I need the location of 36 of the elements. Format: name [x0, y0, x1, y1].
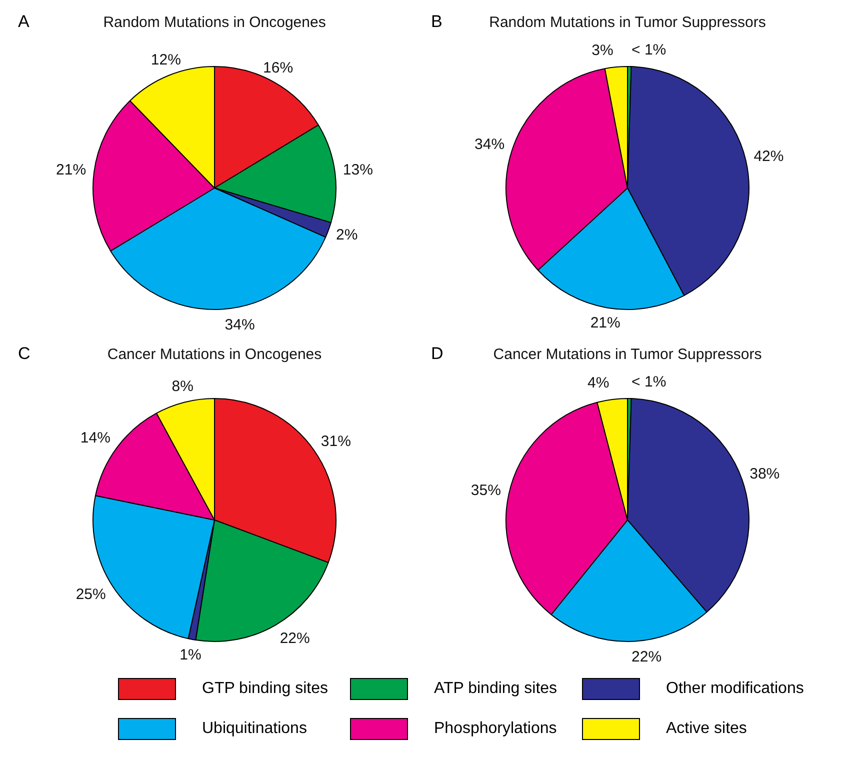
data-label: 35%: [470, 482, 501, 500]
legend-label: GTP binding sites: [202, 680, 328, 698]
data-label: 38%: [750, 465, 780, 482]
chart-title: Random Mutations in Oncogenes: [103, 14, 326, 32]
data-label: 4%: [588, 374, 610, 392]
data-label: 22%: [280, 630, 310, 647]
data-label: 21%: [56, 162, 86, 179]
data-label: 16%: [263, 59, 294, 76]
data-label: 3%: [592, 42, 614, 60]
legend-label: Other modifications: [666, 680, 804, 698]
chart-title: Random Mutations in Tumor Suppressors: [489, 14, 766, 32]
data-label: 34%: [224, 316, 255, 334]
data-label: 14%: [80, 429, 110, 446]
data-label: 1%: [180, 646, 202, 664]
chart-title: Cancer Mutations in Oncogenes: [107, 346, 322, 364]
data-label: 12%: [150, 52, 181, 69]
data-label: 22%: [632, 648, 662, 666]
data-label: 2%: [336, 226, 358, 244]
data-label: 21%: [590, 314, 620, 332]
data-label: 25%: [76, 586, 106, 603]
data-label: 34%: [474, 136, 505, 153]
legend-label: Ubiquitinations: [202, 720, 307, 738]
data-label: 31%: [320, 432, 351, 450]
data-label: < 1%: [632, 374, 666, 391]
chart-title: Cancer Mutations in Tumor Suppressors: [493, 346, 762, 364]
legend-label: ATP binding sites: [434, 680, 558, 698]
data-label: 8%: [172, 378, 194, 395]
text: A: [18, 12, 30, 32]
text: C: [18, 344, 30, 364]
data-label: 13%: [342, 162, 373, 179]
text: B: [431, 12, 442, 32]
legend-label: Active sites: [666, 720, 747, 738]
data-label: < 1%: [632, 42, 666, 59]
text: D: [431, 344, 444, 364]
legend-label: Phosphorylations: [434, 720, 557, 738]
data-label: 42%: [754, 148, 784, 166]
